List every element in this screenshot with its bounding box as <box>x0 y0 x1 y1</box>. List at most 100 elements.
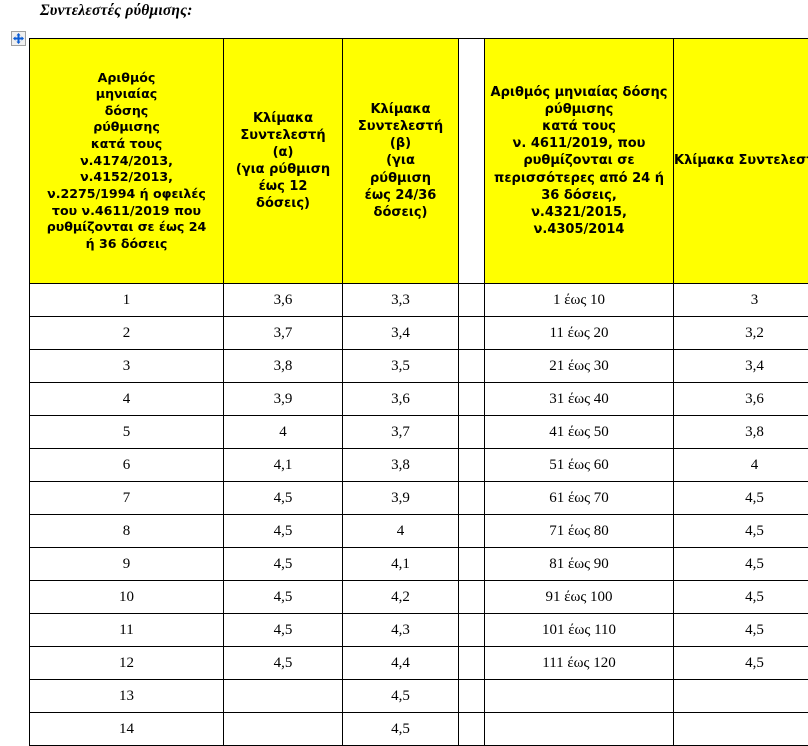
cell-scale-alpha: 3,9 <box>224 383 343 416</box>
cell-scale-beta: 3,3 <box>343 284 459 317</box>
cell-scale-beta: 3,7 <box>343 416 459 449</box>
cell-spacer <box>459 614 485 647</box>
cell-installment-range: 71 έως 80 <box>485 515 674 548</box>
cell-installment-number: 7 <box>30 482 224 515</box>
cell-spacer <box>459 680 485 713</box>
cell-scale-beta: 4,1 <box>343 548 459 581</box>
cell-scale-alpha: 3,8 <box>224 350 343 383</box>
cell-scale-alpha: 3,6 <box>224 284 343 317</box>
cell-scale-beta: 4,5 <box>343 713 459 746</box>
cell-scale-beta: 4,3 <box>343 614 459 647</box>
cell-scale-gamma: 4,5 <box>674 482 808 515</box>
cell-scale-gamma: 3,6 <box>674 383 808 416</box>
cell-scale-alpha: 4,1 <box>224 449 343 482</box>
cell-scale-alpha: 4,5 <box>224 647 343 680</box>
cell-installment-range: 61 έως 70 <box>485 482 674 515</box>
cell-scale-beta: 4,2 <box>343 581 459 614</box>
cell-scale-gamma <box>674 713 808 746</box>
cell-scale-gamma: 3,4 <box>674 350 808 383</box>
cell-scale-beta: 3,8 <box>343 449 459 482</box>
cell-installment-number: 1 <box>30 284 224 317</box>
cell-scale-alpha: 4 <box>224 416 343 449</box>
header-cell-scale-gamma: Κλίμακα Συντελεστή (γ) (για ρύθμιση έως … <box>674 39 808 284</box>
cell-installment-number: 12 <box>30 647 224 680</box>
cell-scale-alpha: 4,5 <box>224 614 343 647</box>
cell-spacer <box>459 284 485 317</box>
cell-spacer <box>459 515 485 548</box>
cell-installment-range: 111 έως 120 <box>485 647 674 680</box>
cell-spacer <box>459 713 485 746</box>
header-cell-scale-beta: Κλίμακα Συντελεστή (β) (για ρύθμιση έως … <box>343 39 459 284</box>
cell-installment-number: 3 <box>30 350 224 383</box>
cell-spacer <box>459 383 485 416</box>
cell-scale-beta: 3,5 <box>343 350 459 383</box>
cell-installment-number: 13 <box>30 680 224 713</box>
cell-installment-range: 101 έως 110 <box>485 614 674 647</box>
cell-installment-range: 11 έως 20 <box>485 317 674 350</box>
cell-installment-range: 1 έως 10 <box>485 284 674 317</box>
move-four-arrows-icon <box>13 33 24 44</box>
cell-scale-gamma: 3,2 <box>674 317 808 350</box>
cell-scale-beta: 3,6 <box>343 383 459 416</box>
cell-scale-alpha <box>224 680 343 713</box>
cell-spacer <box>459 416 485 449</box>
cell-installment-range <box>485 680 674 713</box>
cell-scale-alpha: 4,5 <box>224 482 343 515</box>
cell-scale-gamma: 4,5 <box>674 548 808 581</box>
cell-scale-alpha: 4,5 <box>224 515 343 548</box>
cell-installment-range: 21 έως 30 <box>485 350 674 383</box>
table-header-row-group: Αριθμός μηνιαίας δόσης ρύθμισης κατά του… <box>30 39 808 284</box>
header-cell-scale-alpha: Κλίμακα Συντελεστή (α) (για ρύθμιση έως … <box>224 39 343 284</box>
cell-spacer <box>459 449 485 482</box>
cell-installment-range: 41 έως 50 <box>485 416 674 449</box>
cell-scale-gamma: 4,5 <box>674 581 808 614</box>
cell-spacer <box>459 482 485 515</box>
cell-installment-number: 8 <box>30 515 224 548</box>
cell-spacer <box>459 647 485 680</box>
cell-installment-number: 2 <box>30 317 224 350</box>
header-cell-installment-number-second: Αριθμός μηνιαίας δόσης ρύθμισης κατά του… <box>485 39 674 284</box>
cell-installment-range: 81 έως 90 <box>485 548 674 581</box>
cell-installment-number: 5 <box>30 416 224 449</box>
cell-installment-number: 11 <box>30 614 224 647</box>
table-move-handle[interactable] <box>11 31 26 46</box>
cell-installment-range <box>485 713 674 746</box>
cell-scale-beta: 3,4 <box>343 317 459 350</box>
cell-scale-gamma: 4,5 <box>674 515 808 548</box>
cell-scale-beta: 4,4 <box>343 647 459 680</box>
page-title: Συντελεστές ρύθμισης: <box>40 2 193 20</box>
cell-scale-alpha <box>224 713 343 746</box>
cell-scale-gamma: 3 <box>674 284 808 317</box>
cell-scale-alpha: 4,5 <box>224 581 343 614</box>
cell-scale-alpha: 4,5 <box>224 548 343 581</box>
header-cell-installment-number: Αριθμός μηνιαίας δόσης ρύθμισης κατά του… <box>30 39 224 284</box>
cell-scale-gamma <box>674 680 808 713</box>
cell-scale-beta: 4 <box>343 515 459 548</box>
cell-installment-number: 9 <box>30 548 224 581</box>
cell-installment-range: 31 έως 40 <box>485 383 674 416</box>
cell-scale-gamma: 3,8 <box>674 416 808 449</box>
cell-spacer <box>459 317 485 350</box>
table-header-row: Αριθμός μηνιαίας δόσης ρύθμισης κατά του… <box>30 39 808 284</box>
cell-scale-beta: 4,5 <box>343 680 459 713</box>
cell-installment-number: 14 <box>30 713 224 746</box>
cell-spacer <box>459 581 485 614</box>
cell-installment-range: 91 έως 100 <box>485 581 674 614</box>
cell-installment-range: 51 έως 60 <box>485 449 674 482</box>
cell-spacer <box>459 548 485 581</box>
